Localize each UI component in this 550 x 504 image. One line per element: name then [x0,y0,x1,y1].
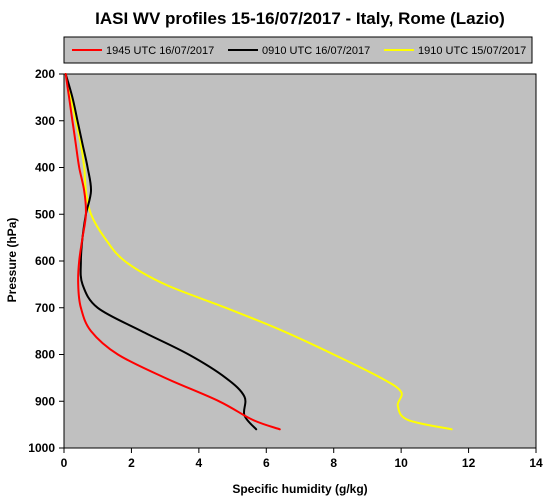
legend-label: 1945 UTC 16/07/2017 [106,45,214,57]
y-tick-label: 300 [35,114,55,128]
x-axis: 0 2 4 6 8 10 12 14 [61,448,543,470]
legend-label: 0910 UTC 16/07/2017 [262,45,370,57]
legend-box [63,36,533,64]
legend: 1945 UTC 16/07/2017 0910 UTC 16/07/2017 19… [63,36,533,64]
y-tick-label: 400 [35,161,55,175]
series-line-0910 [64,73,258,431]
x-tick-label: 8 [330,456,337,470]
y-tick-label: 600 [35,254,55,268]
x-tick-label: 12 [462,456,476,470]
y-tick-label: 700 [35,301,55,315]
x-tick-label: 2 [128,456,135,470]
y-axis: 200 300 400 500 600 700 800 900 1000 [28,67,64,455]
x-tick-label: 14 [529,456,543,470]
chart-title: IASI WV profiles 15-16/07/2017 - Italy, … [95,9,505,28]
x-tick-label: 0 [61,456,68,470]
y-axis-label: Pressure (hPa) [5,218,19,303]
y-tick-label: 500 [35,207,55,221]
series-layer [64,73,453,431]
y-tick-label: 1000 [28,441,55,455]
x-axis-label: Specific humidity (g/kg) [232,482,367,496]
plot-area [63,73,537,449]
series-line-1945 [64,73,281,431]
x-tick-label: 10 [394,456,408,470]
y-tick-label: 200 [35,67,55,81]
x-tick-label: 6 [263,456,270,470]
y-tick-label: 900 [35,394,55,408]
y-tick-label: 800 [35,348,55,362]
x-tick-label: 4 [196,456,203,470]
series-line-1910 [64,73,453,431]
legend-label: 1910 UTC 15/07/2017 [418,45,526,57]
